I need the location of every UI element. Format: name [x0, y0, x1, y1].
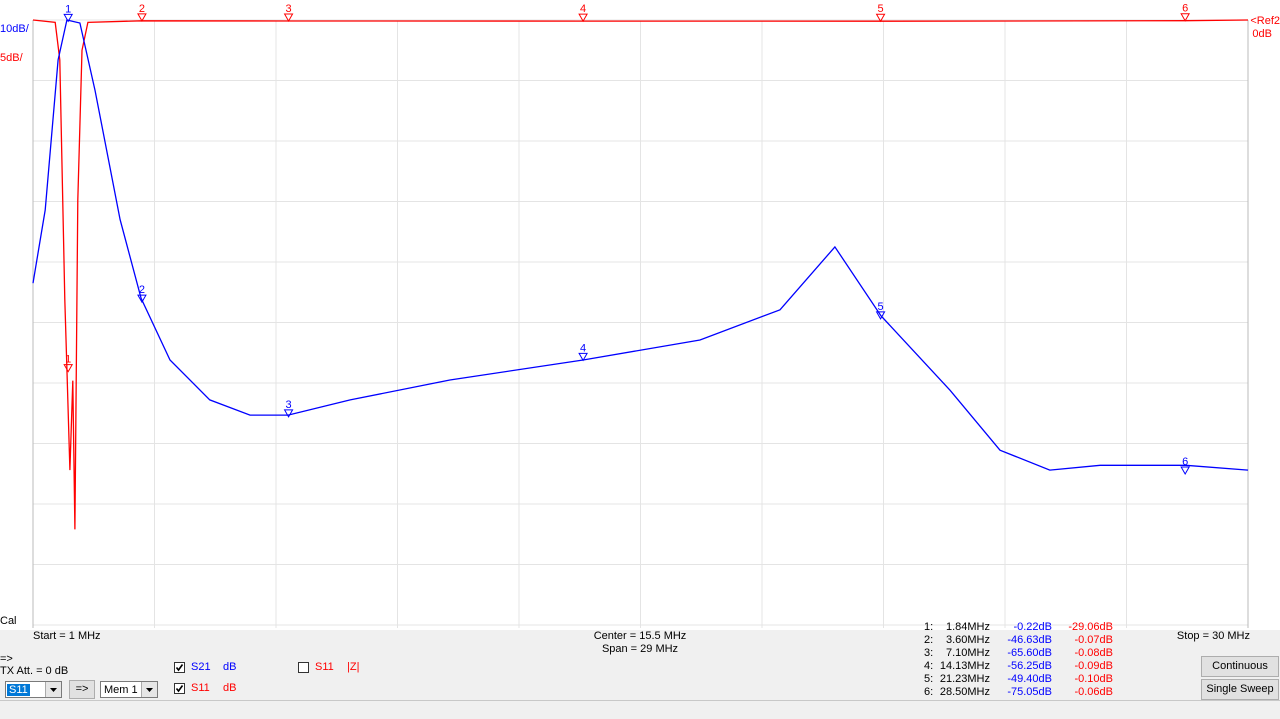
marker — [578, 13, 588, 23]
marker-label: 6 — [1182, 456, 1188, 468]
marker-s21: -56.25dB — [1007, 660, 1052, 672]
status-bar — [0, 700, 1280, 719]
span-label: Span = 29 MHz — [602, 643, 678, 655]
marker — [1180, 13, 1191, 22]
marker-label: 2 — [139, 284, 145, 296]
marker-label: 1 — [65, 354, 71, 366]
marker-s21: -65.60dB — [1007, 647, 1052, 659]
marker-index: 1: — [924, 621, 933, 633]
marker-label: 3 — [286, 3, 292, 15]
marker — [283, 13, 294, 22]
stop-label: Stop = 30 MHz — [1177, 630, 1250, 642]
checkbox[interactable] — [298, 662, 309, 673]
checkbox-unit: dB — [223, 682, 237, 694]
checkbox-label: S21 — [191, 661, 211, 673]
check-mark — [175, 685, 184, 693]
marker — [875, 311, 886, 320]
dropdown-arrow[interactable] — [141, 682, 157, 697]
checkbox-unit: dB — [223, 661, 237, 673]
checkbox-label: S11 — [315, 661, 334, 673]
marker-freq: 3.60MHz — [946, 634, 990, 646]
marker — [63, 364, 74, 373]
marker-label: 5 — [878, 301, 884, 313]
arrow-label: => — [0, 653, 13, 665]
marker-s11: -0.09dB — [1074, 660, 1113, 672]
checkbox-label: S11 — [191, 682, 210, 694]
marker-s11: -0.10dB — [1074, 673, 1113, 685]
marker-index: 5: — [924, 673, 933, 685]
marker-s11: -0.06dB — [1074, 686, 1113, 698]
arrow-button[interactable]: => — [69, 680, 95, 699]
marker-s21: -49.40dB — [1007, 673, 1052, 685]
marker-freq: 1.84MHz — [946, 621, 990, 633]
marker-index: 2: — [924, 634, 933, 646]
marker-label: 2 — [139, 3, 145, 15]
marker-index: 4: — [924, 660, 933, 672]
action-button[interactable]: Continuous — [1201, 656, 1279, 677]
trace — [32, 19, 1249, 471]
trace — [32, 19, 1249, 530]
marker-label: 5 — [878, 3, 884, 15]
marker — [137, 294, 147, 304]
checkbox[interactable] — [174, 683, 185, 694]
marker-freq: 21.23MHz — [940, 673, 990, 685]
marker-label: 6 — [1182, 3, 1188, 15]
checkbox-unit: |Z| — [347, 661, 360, 673]
marker-s21: -0.22dB — [1013, 621, 1052, 633]
scale-label: 10dB/ — [0, 23, 30, 35]
dropdown-arrow[interactable] — [45, 682, 61, 697]
arrow-icon — [146, 688, 153, 692]
marker-label: 1 — [65, 3, 71, 15]
marker — [137, 13, 147, 22]
marker-index: 6: — [924, 686, 933, 698]
marker — [578, 352, 588, 362]
marker-s11: -0.08dB — [1074, 647, 1113, 659]
checkbox[interactable] — [174, 662, 185, 673]
marker-freq: 7.10MHz — [946, 647, 990, 659]
start-label: Start = 1 MHz — [33, 630, 101, 642]
scale-label: 5dB/ — [0, 52, 24, 64]
marker-label: 4 — [580, 3, 586, 15]
channel-select[interactable]: S11 — [5, 681, 62, 698]
marker-freq: 28.50MHz — [940, 686, 990, 698]
action-button[interactable]: Single Sweep — [1201, 679, 1279, 700]
marker-s21: -75.05dB — [1007, 686, 1052, 698]
ref-value: 0dB — [1252, 28, 1272, 40]
marker-s11: -0.07dB — [1074, 634, 1113, 646]
memory-select[interactable]: Mem 1 — [100, 681, 158, 698]
marker-index: 3: — [924, 647, 933, 659]
select-value: Mem 1 — [104, 684, 138, 696]
marker-label: 3 — [286, 399, 292, 411]
arrow-icon — [50, 688, 57, 692]
marker-label: 4 — [580, 342, 586, 354]
ref-label: <Ref2 — [1250, 15, 1280, 27]
marker — [63, 13, 74, 23]
marker — [283, 409, 294, 418]
center-label: Center = 15.5 MHz — [594, 630, 687, 642]
cal-label: Cal — [0, 615, 17, 627]
marker — [1180, 466, 1191, 476]
tx-att-label: TX Att. = 0 dB — [0, 665, 69, 677]
marker — [875, 13, 886, 23]
select-value: S11 — [7, 684, 30, 696]
marker-s11: -29.06dB — [1068, 621, 1113, 633]
check-mark — [175, 664, 184, 672]
marker-freq: 14.13MHz — [940, 660, 990, 672]
marker-s21: -46.63dB — [1007, 634, 1052, 646]
